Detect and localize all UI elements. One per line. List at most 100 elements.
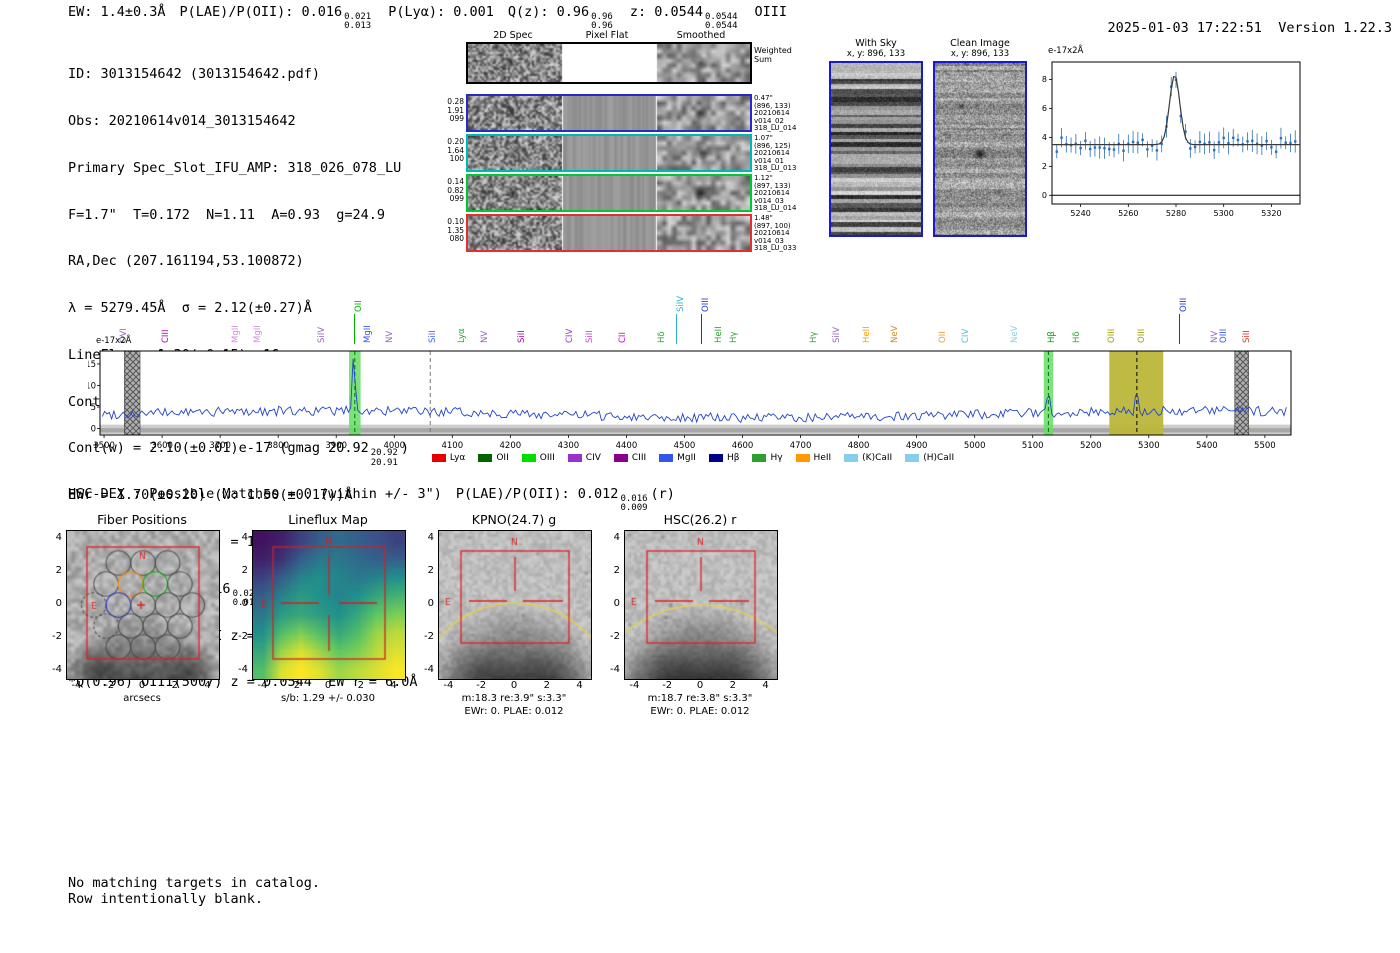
svg-text:4200: 4200 bbox=[500, 441, 522, 451]
line-label-brace bbox=[700, 314, 702, 344]
spectral-line-label-OIII: OIII bbox=[1218, 328, 1229, 343]
legend-item-Hγ: Hγ bbox=[752, 453, 783, 463]
svg-text:10: 10 bbox=[88, 381, 96, 391]
spec2d-row-left-label: 0.20 1.64 100 bbox=[447, 137, 464, 164]
spectral-line-label-MgII: MgII bbox=[231, 325, 242, 343]
spectrum-legend: Lyα OII OIII CIV CIII MgII Hβ Hγ HeII (K)CaII (H)C… bbox=[88, 453, 1298, 463]
cutout-ytick: 4 bbox=[427, 532, 434, 543]
cutout-ytick: 4 bbox=[241, 532, 248, 543]
legend-swatch bbox=[708, 454, 723, 462]
spec2d-row-right-label: 1.07" (896, 125) 20210614 v014_01 318_LU_013 bbox=[754, 134, 797, 173]
cutout-title: HSC(26.2) r bbox=[663, 512, 737, 527]
hsc-r-image bbox=[624, 530, 778, 680]
legend-label: OII bbox=[496, 453, 509, 463]
legend-label: CIV bbox=[585, 453, 601, 463]
full-spectrum-section: OVI CIII MgII MgII SiIV OII MgII NV SiII Lyα NV SiI… bbox=[88, 272, 1313, 472]
legend-swatch bbox=[521, 454, 536, 462]
cutout-ytick: 4 bbox=[55, 532, 62, 543]
cutout-xtick: 0 bbox=[510, 680, 518, 691]
spectral-line-label-SiII: SiII bbox=[428, 330, 439, 343]
svg-text:0: 0 bbox=[1042, 191, 1047, 200]
cutout-xtick: 2 bbox=[543, 680, 550, 691]
cutout-xtick: 0 bbox=[138, 680, 146, 691]
spec2d-row-left-label: 0.28 1.91 099 bbox=[447, 97, 464, 124]
line-label-brace bbox=[353, 314, 355, 344]
spec2d-row-image bbox=[466, 174, 752, 212]
kpno-g-image bbox=[438, 530, 592, 680]
spectral-line-label-Hγ: Hγ bbox=[728, 331, 739, 343]
cutout-ytick: 2 bbox=[613, 565, 620, 576]
cutout-ytick: -2 bbox=[424, 631, 434, 642]
spectral-line-label-OIII: OIII bbox=[1178, 297, 1189, 312]
plae-uncertainty-1: 0.021 0.012 bbox=[232, 588, 260, 609]
hsc-dex-uncertainty: 0.016 0.009 bbox=[620, 494, 648, 514]
legend-swatch bbox=[659, 454, 674, 462]
svg-text:3500: 3500 bbox=[93, 441, 115, 451]
spectral-line-label-SiII: SiII bbox=[517, 330, 528, 343]
legend-label: Hγ bbox=[770, 453, 783, 463]
spectral-line-label-MgII: MgII bbox=[252, 325, 263, 343]
legend-item-Hβ: Hβ bbox=[708, 453, 739, 463]
cutout-caption2: EWr: 0. PLAE: 0.012 bbox=[464, 706, 564, 717]
svg-text:5240: 5240 bbox=[1070, 209, 1090, 218]
legend-label: HeII bbox=[813, 453, 832, 463]
legend-item-HeII: HeII bbox=[795, 453, 832, 463]
info-ewr: EWr = 1.70(±0.20) (w: 1.50(±0.17))Å bbox=[68, 487, 353, 504]
spectral-line-label-CIV: CIV bbox=[960, 328, 971, 343]
spec2d-section: 2D Spec Pixel Flat Smoothed Weighted Sum… bbox=[444, 30, 804, 270]
spectral-line-label-SiIV: SiIV bbox=[675, 295, 686, 312]
spectrum-ylabel: e-17x2Å bbox=[96, 336, 132, 346]
legend-swatch bbox=[613, 454, 628, 462]
svg-text:2: 2 bbox=[1042, 162, 1047, 171]
cutout-xtick: -4 bbox=[629, 680, 640, 691]
with-sky-coords: x, y: 896, 133 bbox=[846, 49, 906, 59]
spectral-line-labels-layer: OVI CIII MgII MgII SiIV OII MgII NV SiII Lyα NV SiI… bbox=[88, 272, 1298, 347]
spectral-line-label-Hδ: Hδ bbox=[657, 331, 668, 343]
cutout-ytick: 2 bbox=[427, 565, 434, 576]
legend-label: Lyα bbox=[449, 453, 466, 463]
report-meta: 2025-01-03 17:22:51 Version 1.22.3 bbox=[1091, 4, 1393, 36]
line-label-brace bbox=[675, 314, 677, 344]
legend-label: OIII bbox=[539, 453, 555, 463]
legend-item-Lyα: Lyα bbox=[431, 453, 466, 463]
cutout-xtick: 2 bbox=[171, 680, 178, 691]
legend-item-(H)CaII: (H)CaII bbox=[905, 453, 954, 463]
cutout-xtick: -2 bbox=[662, 680, 673, 691]
spectral-line-label-Hβ: Hβ bbox=[1046, 331, 1057, 343]
cutout-xtick: 4 bbox=[204, 680, 211, 691]
legend-label: CIII bbox=[631, 453, 647, 463]
legend-swatch bbox=[752, 454, 767, 462]
footer-line-1: No matching targets in catalog. bbox=[68, 875, 320, 891]
plae-uncertainty: 0.021 0.013 bbox=[344, 12, 372, 32]
qz-value: Q(z): 0.96 0.96 0.96 bbox=[507, 4, 613, 32]
cutout-ytick: -4 bbox=[238, 664, 248, 675]
info-primary-spec: Primary Spec_Slot_IFU_AMP: 318_026_078_L… bbox=[68, 159, 402, 176]
legend-label: (K)CaII bbox=[862, 453, 893, 463]
cutout-fiber-positions: Fiber Positions arcsecs -4 -4 -2 -2 0 0 2 2 4 4 bbox=[44, 512, 220, 722]
z-value: z: 0.0544 0.0544 0.0544 bbox=[629, 4, 738, 32]
spectral-line-label-MgII: MgII bbox=[363, 325, 374, 343]
svg-text:4800: 4800 bbox=[848, 441, 870, 451]
cutout-hsc-r: HSC(26.2) r m:18.7 re:3.8" s:3.3" EWr: 0… bbox=[602, 512, 778, 722]
cutout-xlabel: arcsecs bbox=[123, 693, 161, 704]
spectral-line-label-SiII: SiII bbox=[584, 330, 595, 343]
spec2d-row-right-label: 1.48" (897, 100) 20210614 v014_03 318_LU_033 bbox=[754, 214, 797, 253]
spectral-line-label-SiII: SiII bbox=[1241, 330, 1252, 343]
legend-item-OII: OII bbox=[478, 453, 509, 463]
cutout-ytick: -2 bbox=[52, 631, 62, 642]
info-lambda-sigma: λ = 5279.45Å σ = 2.12(±0.27)Å bbox=[68, 300, 312, 317]
cutout-kpno-g: KPNO(24.7) g m:18.3 re:3.9" s:3.3" EWr: … bbox=[416, 512, 592, 722]
spectral-line-label-NeV: NeV bbox=[1009, 325, 1020, 343]
spectral-line-label-HeII: HeII bbox=[862, 326, 873, 343]
legend-swatch bbox=[567, 454, 582, 462]
qz-uncertainty: 0.96 0.96 bbox=[591, 12, 613, 32]
svg-text:4400: 4400 bbox=[616, 441, 638, 451]
legend-item-OIII: OIII bbox=[521, 453, 555, 463]
svg-text:5320: 5320 bbox=[1261, 209, 1281, 218]
svg-text:15: 15 bbox=[88, 360, 96, 370]
clean-image bbox=[933, 61, 1027, 237]
cutout-xtick: 4 bbox=[576, 680, 583, 691]
spectral-line-label-OIII: OIII bbox=[1106, 328, 1117, 343]
legend-swatch bbox=[431, 454, 446, 462]
cutout-ytick: 0 bbox=[241, 598, 248, 609]
